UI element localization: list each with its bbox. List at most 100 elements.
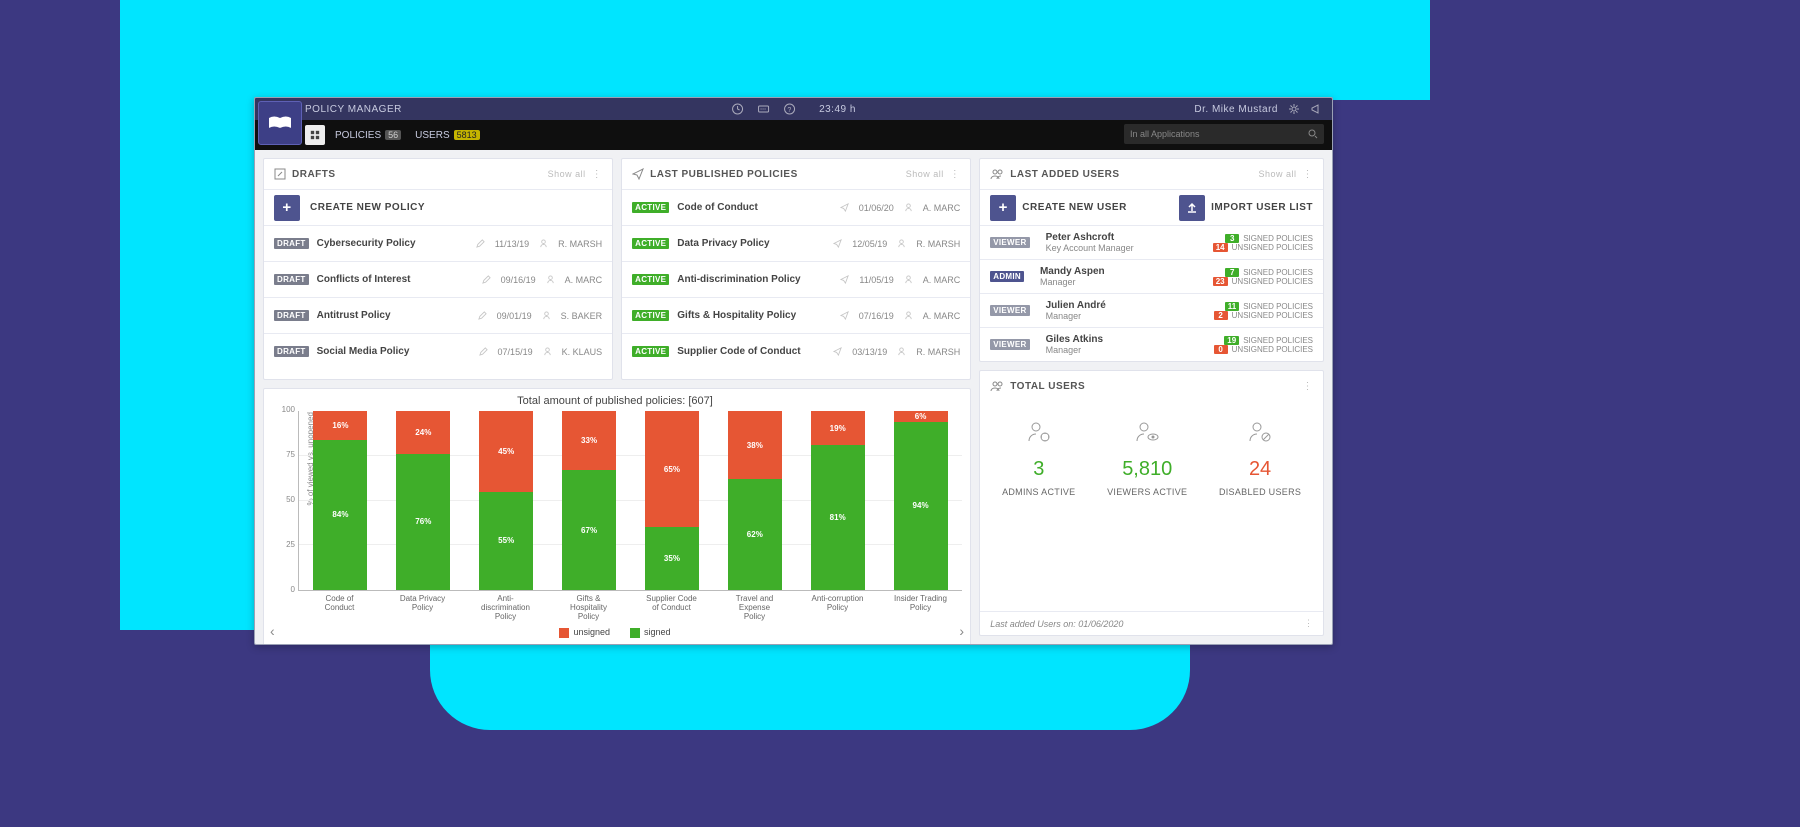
legend-unsigned-label: unsigned (573, 627, 610, 637)
more-icon[interactable]: ⋮ (1304, 618, 1313, 629)
draft-author: K. KLAUS (562, 347, 603, 357)
app-logo[interactable] (258, 101, 302, 145)
draft-name: Conflicts of Interest (317, 274, 482, 285)
viewer-icon (1134, 419, 1160, 445)
more-icon[interactable]: ⋮ (1303, 381, 1314, 392)
gear-icon[interactable] (1288, 103, 1300, 115)
draft-date: 09/16/19 (501, 275, 536, 285)
published-row[interactable]: ACTIVE Supplier Code of Conduct 03/13/19… (622, 333, 970, 369)
draft-row[interactable]: DRAFT Social Media Policy 07/15/19K. KLA… (264, 333, 612, 369)
chart-bar[interactable]: 16% 84% (313, 411, 367, 590)
xlabel: Insider Trading Policy (894, 595, 948, 621)
xlabel: Gifts & Hospitality Policy (562, 595, 616, 621)
disabled-value: 24 (1219, 458, 1301, 481)
published-date: 07/16/19 (859, 311, 894, 321)
keyboard-icon[interactable] (757, 103, 769, 115)
more-icon[interactable]: ⋮ (592, 169, 603, 180)
user-role: Key Account Manager (1046, 243, 1134, 253)
signed-label: SIGNED POLICIES (1243, 234, 1313, 243)
more-icon[interactable]: ⋮ (950, 169, 961, 180)
disabled-label: DISABLED USERS (1219, 487, 1301, 497)
published-row[interactable]: ACTIVE Code of Conduct 01/06/20A. MARC (622, 189, 970, 225)
more-icon[interactable]: ⋮ (1303, 169, 1314, 180)
published-row[interactable]: ACTIVE Gifts & Hospitality Policy 07/16/… (622, 297, 970, 333)
upload-icon (1179, 195, 1205, 221)
chart-bar[interactable]: 24% 76% (396, 411, 450, 590)
draft-tag: DRAFT (274, 238, 309, 249)
bar-unsigned: 16% (313, 411, 367, 440)
chart-y-axis: % of viewed vs. unopened 0255075100 (268, 411, 298, 591)
draft-author: S. BAKER (561, 311, 603, 321)
signed-count: 3 (1225, 234, 1239, 243)
apps-grid-button[interactable] (305, 125, 325, 145)
xlabel: Data Privacy Policy (396, 595, 450, 621)
published-name: Data Privacy Policy (677, 238, 833, 249)
user-row[interactable]: VIEWER Julien AndréManager 11SIGNED POLI… (980, 293, 1323, 327)
drafts-showall[interactable]: Show all (548, 169, 586, 179)
draft-row[interactable]: DRAFT Antitrust Policy 09/01/19S. BAKER (264, 297, 612, 333)
signed-label: SIGNED POLICIES (1243, 336, 1313, 345)
users-count-badge: 5813 (454, 130, 480, 140)
import-users-label[interactable]: IMPORT USER LIST (1211, 202, 1313, 213)
bar-unsigned: 45% (479, 411, 533, 492)
chart-bar[interactable]: 6% 94% (894, 411, 948, 590)
viewers-label: VIEWERS ACTIVE (1107, 487, 1187, 497)
published-showall[interactable]: Show all (906, 169, 944, 179)
chart-next-button[interactable]: › (959, 623, 964, 639)
draft-name: Social Media Policy (317, 346, 479, 357)
announce-icon[interactable] (1310, 103, 1322, 115)
chart-title: Total amount of published policies: [607… (268, 395, 962, 407)
draft-row[interactable]: DRAFT Conflicts of Interest 09/16/19A. M… (264, 261, 612, 297)
chart-bar[interactable]: 38% 62% (728, 411, 782, 590)
user-row[interactable]: VIEWER Giles AtkinsManager 19SIGNED POLI… (980, 327, 1323, 361)
chart-bar[interactable]: 19% 81% (811, 411, 865, 590)
search-input[interactable]: In all Applications (1124, 124, 1324, 144)
tab-policies[interactable]: POLICIES 56 (335, 130, 401, 141)
drafts-panel: DRAFTS Show all ⋮ + CREATE NEW POLICY DR… (263, 158, 613, 380)
xlabel: Anti-discrimination Policy (479, 595, 533, 621)
user-row[interactable]: ADMIN Mandy AspenManager 7SIGNED POLICIE… (980, 259, 1323, 293)
legend-signed-label: signed (644, 627, 671, 637)
unsigned-label: UNSIGNED POLICIES (1232, 243, 1313, 252)
chart-bar[interactable]: 33% 67% (562, 411, 616, 590)
user-name[interactable]: Dr. Mike Mustard (1194, 104, 1278, 115)
signed-count: 11 (1225, 302, 1239, 311)
published-row[interactable]: ACTIVE Anti-discrimination Policy 11/05/… (622, 261, 970, 297)
admins-stat: 3 ADMINS ACTIVE (1002, 419, 1075, 593)
help-icon[interactable]: ? (783, 103, 795, 115)
create-user-label[interactable]: CREATE NEW USER (1022, 202, 1173, 213)
edit-icon (274, 168, 286, 180)
disabled-stat: 24 DISABLED USERS (1219, 419, 1301, 593)
published-row[interactable]: ACTIVE Data Privacy Policy 12/05/19R. MA… (622, 225, 970, 261)
published-date: 03/13/19 (852, 347, 887, 357)
create-policy-row[interactable]: + CREATE NEW POLICY (264, 189, 612, 225)
xlabel: Code of Conduct (313, 595, 367, 621)
draft-author: R. MARSH (558, 239, 602, 249)
bar-unsigned: 65% (645, 411, 699, 527)
bar-signed: 67% (562, 470, 616, 590)
plus-icon: + (990, 195, 1016, 221)
user-tag: VIEWER (990, 305, 1029, 316)
chart-bars: 16% 84% 24% 76% 45% 55% 33% 67% 65% 35% … (298, 411, 962, 591)
user-name: Mandy Aspen (1040, 266, 1105, 277)
user-row[interactable]: VIEWER Peter AshcroftKey Account Manager… (980, 225, 1323, 259)
users-icon (990, 380, 1004, 392)
active-tag: ACTIVE (632, 238, 669, 249)
tab-users[interactable]: USERS 5813 (415, 130, 479, 141)
unsigned-count: 2 (1214, 311, 1228, 320)
active-tag: ACTIVE (632, 274, 669, 285)
chart-panel: Total amount of published policies: [607… (263, 388, 971, 645)
published-title: LAST PUBLISHED POLICIES (650, 169, 798, 180)
policies-count-badge: 56 (385, 130, 401, 140)
chart-prev-button[interactable]: ‹ (270, 623, 275, 639)
bar-signed: 62% (728, 479, 782, 590)
draft-name: Antitrust Policy (317, 310, 478, 321)
search-placeholder: In all Applications (1130, 129, 1200, 139)
draft-row[interactable]: DRAFT Cybersecurity Policy 11/13/19R. MA… (264, 225, 612, 261)
clock-icon[interactable] (731, 103, 743, 115)
admins-label: ADMINS ACTIVE (1002, 487, 1075, 497)
chart-bar[interactable]: 65% 35% (645, 411, 699, 590)
admins-value: 3 (1002, 458, 1075, 481)
chart-bar[interactable]: 45% 55% (479, 411, 533, 590)
users-showall[interactable]: Show all (1258, 169, 1296, 179)
